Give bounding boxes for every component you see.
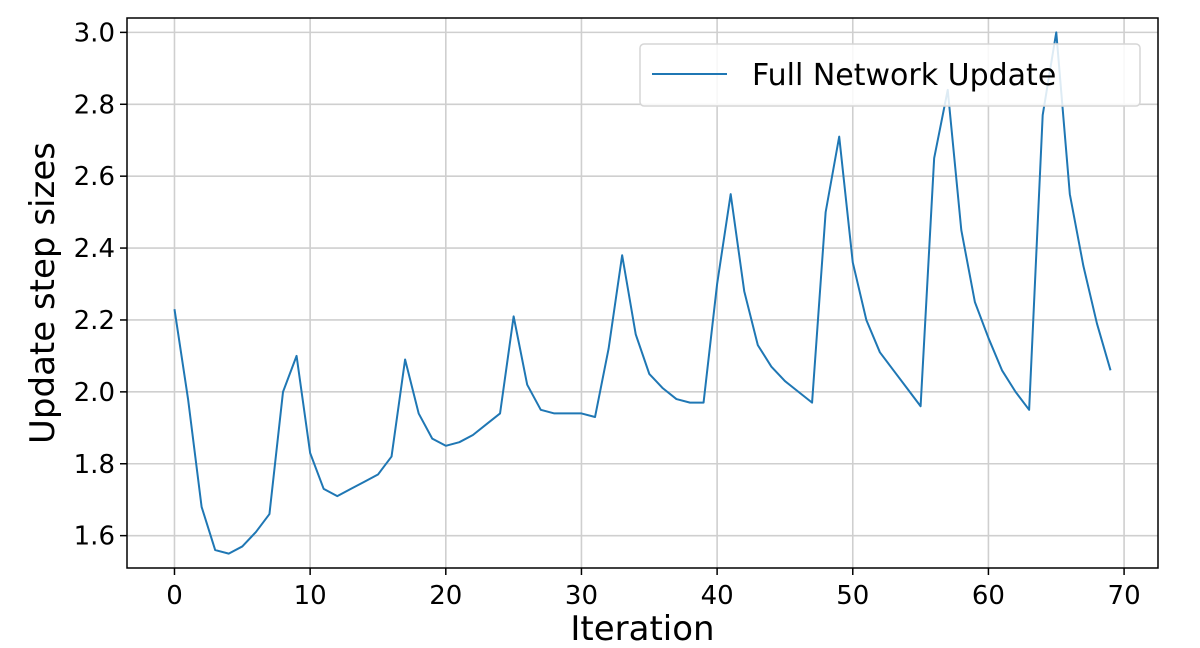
data-point	[498, 411, 503, 416]
data-point	[443, 443, 448, 448]
data-point	[213, 548, 218, 553]
data-point	[755, 343, 760, 348]
data-point	[1040, 113, 1045, 118]
data-point	[186, 397, 191, 402]
data-point	[823, 210, 828, 215]
x-tick-label: 40	[701, 581, 734, 611]
y-tick-label: 2.2	[74, 306, 115, 336]
data-point	[850, 260, 855, 265]
data-point	[701, 400, 706, 405]
data-point	[660, 386, 665, 391]
y-tick-label: 2.6	[74, 162, 115, 192]
data-point	[525, 382, 530, 387]
x-tick-label: 50	[836, 581, 869, 611]
plot-area-frame	[126, 17, 1159, 569]
data-point	[620, 253, 625, 258]
data-point	[565, 411, 570, 416]
data-point	[375, 472, 380, 477]
data-point	[1094, 321, 1099, 326]
data-point	[335, 494, 340, 499]
data-point	[1013, 389, 1018, 394]
data-point	[430, 436, 435, 441]
data-point	[687, 400, 692, 405]
data-point	[457, 440, 462, 445]
data-point	[864, 317, 869, 322]
grid-lines	[127, 18, 1158, 568]
x-tick-label: 60	[972, 581, 1005, 611]
x-tick-label: 20	[429, 581, 462, 611]
data-point	[796, 389, 801, 394]
data-point	[1067, 192, 1072, 197]
data-point	[959, 228, 964, 233]
data-point	[389, 454, 394, 459]
y-tick-label: 2.4	[74, 234, 115, 264]
data-point	[226, 551, 231, 556]
data-point	[253, 530, 258, 535]
data-point	[470, 432, 475, 437]
data-point	[199, 504, 204, 509]
series-layer	[172, 30, 1113, 556]
series-line	[173, 31, 1112, 555]
y-tick-label: 2.0	[74, 378, 115, 408]
x-tick-label: 0	[166, 581, 183, 611]
data-point	[484, 422, 489, 427]
data-point	[362, 479, 367, 484]
data-point	[172, 307, 177, 312]
data-point	[1027, 407, 1032, 412]
data-point	[769, 364, 774, 369]
x-tick-label: 10	[294, 581, 327, 611]
data-point	[918, 404, 923, 409]
data-point	[511, 314, 516, 319]
data-point	[321, 486, 326, 491]
data-point	[972, 299, 977, 304]
data-point	[647, 371, 652, 376]
data-point	[579, 411, 584, 416]
legend-label: Full Network Update	[752, 58, 1056, 93]
y-tick-label: 1.6	[74, 522, 115, 552]
data-point	[715, 282, 720, 287]
data-point	[999, 368, 1004, 373]
data-point	[1108, 368, 1113, 373]
data-point	[986, 335, 991, 340]
data-point	[538, 407, 543, 412]
axis-ticks: 0 10 20 30 40 50 60 70 1.6 1.8 2.0 2.2 2.4 2.6 2.8 3.0	[74, 18, 1141, 611]
legend-box	[639, 43, 1141, 107]
x-tick-label: 30	[565, 581, 598, 611]
data-point	[633, 332, 638, 337]
data-point	[294, 353, 299, 358]
data-point	[240, 544, 245, 549]
data-point	[810, 400, 815, 405]
y-axis-label: Update step sizes	[23, 142, 63, 444]
y-tick-label: 1.8	[74, 450, 115, 480]
x-axis-label: Iteration	[570, 609, 714, 648]
data-point	[308, 450, 313, 455]
data-point	[1054, 30, 1059, 35]
y-tick-label: 3.0	[74, 18, 115, 48]
data-point	[877, 350, 882, 355]
data-point	[782, 379, 787, 384]
data-point	[905, 386, 910, 391]
data-point	[1081, 264, 1086, 269]
x-tick-label: 70	[1108, 581, 1141, 611]
y-tick-label: 2.8	[74, 90, 115, 120]
data-point	[416, 411, 421, 416]
data-point	[891, 368, 896, 373]
data-point	[593, 415, 598, 420]
data-point	[932, 156, 937, 161]
data-point	[837, 134, 842, 139]
data-point	[348, 486, 353, 491]
data-point	[552, 411, 557, 416]
data-point	[267, 512, 272, 517]
data-point	[403, 357, 408, 362]
data-point	[742, 289, 747, 294]
data-point	[728, 192, 733, 197]
legend: Full Network Update	[639, 43, 1141, 107]
data-point	[606, 346, 611, 351]
data-point	[674, 397, 679, 402]
data-point	[281, 389, 286, 394]
